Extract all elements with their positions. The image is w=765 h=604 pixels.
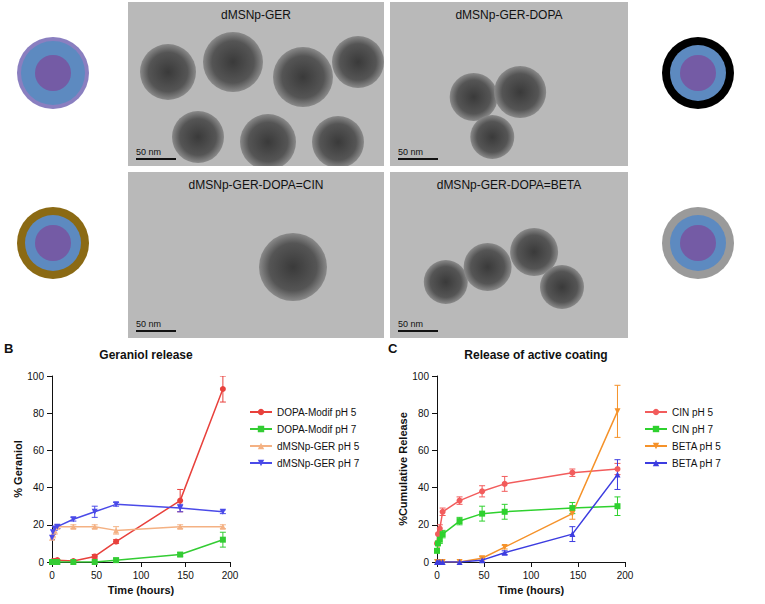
svg-text:100: 100 xyxy=(412,371,429,382)
svg-text:CIN pH 7: CIN pH 7 xyxy=(672,424,714,435)
svg-text:50: 50 xyxy=(91,570,103,581)
html-text:50 nm: 50 nm xyxy=(398,319,423,329)
svg-text:BETA pH 7: BETA pH 7 xyxy=(672,458,721,469)
svg-text:BETA pH 5: BETA pH 5 xyxy=(672,441,721,452)
svg-text:100: 100 xyxy=(133,570,150,581)
svg-text:200: 200 xyxy=(222,570,239,581)
svg-text:DOPA-Modif pH 7: DOPA-Modif pH 7 xyxy=(277,424,357,435)
svg-text:% Geraniol: % Geraniol xyxy=(12,440,24,497)
svg-text:20: 20 xyxy=(418,519,430,530)
svg-text:dMSNp-GER pH 5: dMSNp-GER pH 5 xyxy=(277,441,360,452)
svg-text:20: 20 xyxy=(33,519,45,530)
svg-text:DOPA-Modif pH 5: DOPA-Modif pH 5 xyxy=(277,407,357,418)
svg-text:60: 60 xyxy=(33,445,45,456)
svg-text:150: 150 xyxy=(570,570,587,581)
svg-text:80: 80 xyxy=(33,408,45,419)
html-text:50 nm: 50 nm xyxy=(136,147,161,157)
svg-text:150: 150 xyxy=(177,570,194,581)
html-text:50 nm: 50 nm xyxy=(398,147,423,157)
html-text:dMSNp-GER-DOPA: dMSNp-GER-DOPA xyxy=(455,8,563,22)
html-text:50 nm: 50 nm xyxy=(136,319,161,329)
html-text:dMSNp-GER: dMSNp-GER xyxy=(221,8,291,22)
svg-text:100: 100 xyxy=(523,570,540,581)
svg-text:B: B xyxy=(4,341,13,356)
svg-text:Geraniol release: Geraniol release xyxy=(99,348,193,362)
svg-text:dMSNp-GER pH 7: dMSNp-GER pH 7 xyxy=(277,458,360,469)
svg-text:%Cumulative Release: %Cumulative Release xyxy=(397,412,409,526)
svg-text:200: 200 xyxy=(617,570,634,581)
svg-text:0: 0 xyxy=(38,557,44,568)
svg-text:C: C xyxy=(388,341,398,356)
svg-text:40: 40 xyxy=(33,482,45,493)
svg-text:60: 60 xyxy=(418,445,430,456)
svg-text:100: 100 xyxy=(27,371,44,382)
svg-text:0: 0 xyxy=(49,570,55,581)
svg-text:Time (hours): Time (hours) xyxy=(108,584,175,596)
html-text:dMSNp-GER-DOPA=BETA: dMSNp-GER-DOPA=BETA xyxy=(436,178,582,192)
svg-text:Release of active coating: Release of active coating xyxy=(464,348,607,362)
svg-text:0: 0 xyxy=(434,570,440,581)
svg-text:0: 0 xyxy=(423,557,429,568)
svg-text:80: 80 xyxy=(418,408,430,419)
html-text:dMSNp-GER-DOPA=CIN: dMSNp-GER-DOPA=CIN xyxy=(188,178,324,192)
svg-text:40: 40 xyxy=(418,482,430,493)
svg-text:CIN pH 5: CIN pH 5 xyxy=(672,407,714,418)
svg-text:Time (hours): Time (hours) xyxy=(498,584,565,596)
svg-text:50: 50 xyxy=(478,570,490,581)
